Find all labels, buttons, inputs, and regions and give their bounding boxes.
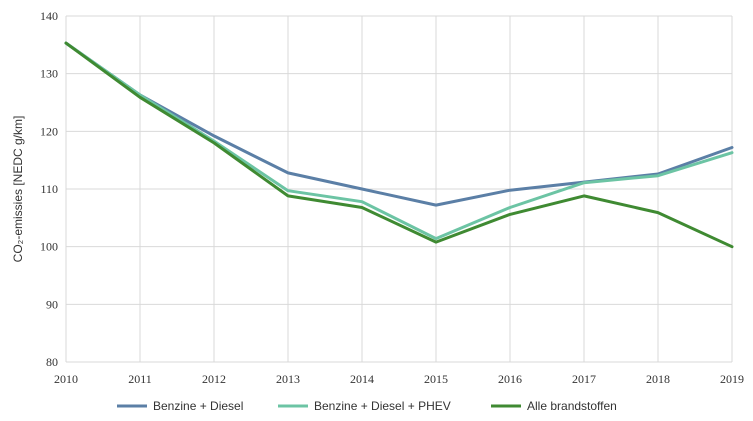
legend-label: Benzine + Diesel (153, 399, 243, 413)
y-tick-label: 140 (40, 9, 58, 23)
y-tick-label: 110 (40, 182, 58, 196)
series-line (64, 41, 734, 241)
x-tick-label: 2018 (646, 372, 670, 386)
y-axis-label: CO₂-emissies [NEDC g/km] (11, 116, 25, 263)
x-tick-label: 2012 (202, 372, 226, 386)
legend-label: Alle brandstoffen (527, 399, 617, 413)
series-line (64, 41, 734, 207)
y-tick-label: 90 (46, 297, 58, 311)
y-tick-label: 130 (40, 67, 58, 81)
series-lines (64, 41, 734, 249)
x-tick-label: 2011 (128, 372, 152, 386)
x-tick-label: 2017 (572, 372, 596, 386)
y-axis-ticks: 80 90 100 110 120 130 140 (40, 9, 58, 369)
gridlines (65, 15, 733, 363)
series-line (64, 41, 734, 249)
x-axis-ticks: 2010 2011 2012 2013 2014 2015 2016 2017 2018 2019 (54, 372, 744, 386)
x-tick-label: 2019 (720, 372, 744, 386)
legend-label: Benzine + Diesel + PHEV (314, 399, 451, 413)
x-tick-label: 2015 (424, 372, 448, 386)
x-tick-label: 2014 (350, 372, 374, 386)
legend: Benzine + Diesel Benzine + Diesel + PHEV A… (117, 399, 617, 413)
y-tick-label: 120 (40, 124, 58, 138)
x-tick-label: 2013 (276, 372, 300, 386)
x-tick-label: 2010 (54, 372, 78, 386)
x-tick-label: 2016 (498, 372, 522, 386)
y-tick-label: 80 (46, 355, 58, 369)
y-tick-label: 100 (40, 240, 58, 254)
